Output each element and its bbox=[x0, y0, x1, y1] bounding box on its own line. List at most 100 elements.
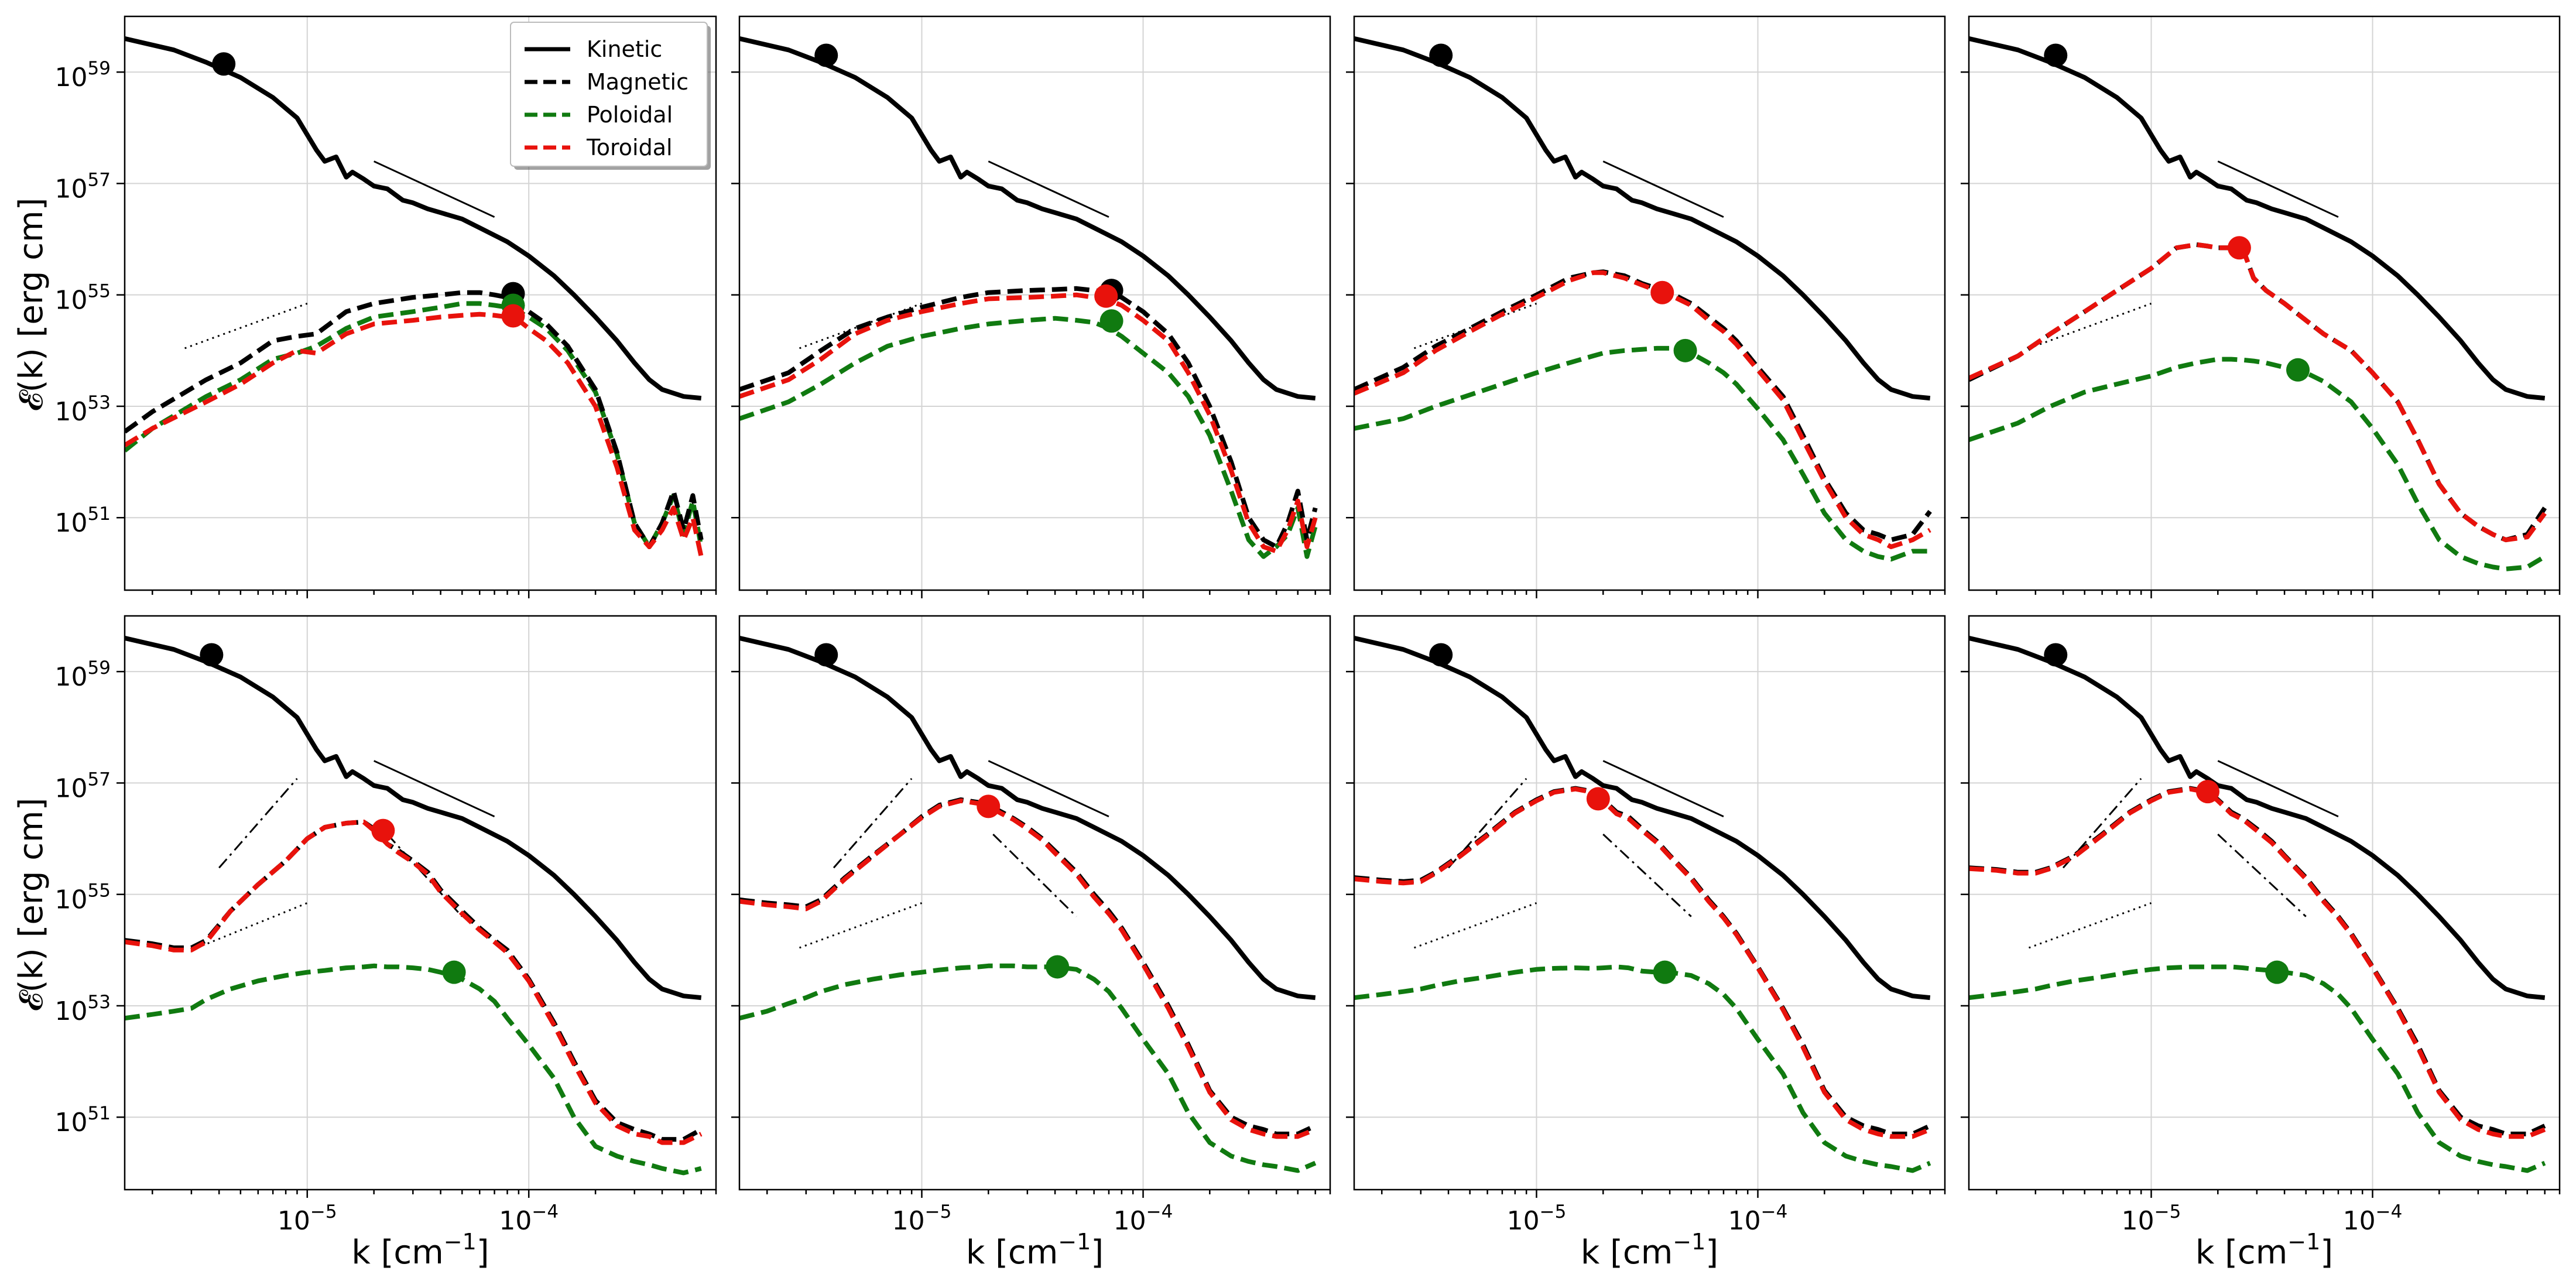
panel-5: 1051 1053 1055 1057 1059 10−5 10−4 bbox=[55, 615, 717, 1236]
panel-7-plot-area bbox=[1354, 636, 1931, 1173]
panel-2-plot-area bbox=[739, 36, 1318, 559]
poloidal-peak-marker bbox=[2286, 358, 2310, 382]
poloidal-peak-marker bbox=[1653, 960, 1677, 984]
panel-2-frame bbox=[738, 15, 1331, 591]
y-tick-label: 1057 bbox=[55, 169, 111, 204]
toroidal-peak-marker bbox=[2195, 780, 2219, 804]
panel-1: 1051 1053 1055 1057 1059 bbox=[55, 15, 717, 598]
x-axis-label-4: k [cm−1] bbox=[2195, 1229, 2333, 1272]
kinetic-series bbox=[739, 636, 1316, 1001]
kinetic-series bbox=[1969, 636, 2546, 1001]
guide-line-dotted bbox=[2028, 902, 2152, 949]
toroidal-series bbox=[1354, 786, 1931, 1139]
magnetic-series bbox=[739, 286, 1318, 549]
legend-kinetic-label: Kinetic bbox=[587, 36, 662, 62]
panel-7: 10−5 10−4 bbox=[1346, 615, 1946, 1236]
guide-line-solid bbox=[374, 760, 495, 818]
guide-line-dashdot bbox=[2062, 777, 2142, 869]
poloidal-peak-marker bbox=[1673, 338, 1697, 362]
panel-7-frame bbox=[1353, 615, 1946, 1191]
guide-line-solid bbox=[1602, 760, 1724, 818]
kinetic-peak-marker bbox=[1429, 43, 1453, 67]
toroidal-series bbox=[1969, 786, 2546, 1139]
kinetic-peak-marker bbox=[814, 43, 838, 67]
x-tick-label: 10−5 bbox=[892, 1201, 952, 1236]
guide-line-solid bbox=[1602, 160, 1724, 218]
panel-4-plot-area bbox=[1969, 36, 2547, 571]
x-tick-label: 10−4 bbox=[2343, 1201, 2403, 1236]
guide-line-solid bbox=[2217, 160, 2339, 218]
x-tick-label: 10−5 bbox=[278, 1201, 337, 1236]
x-axis-labels: k [cm−1] k [cm−1] k [cm−1] k [cm−1] bbox=[351, 1229, 2333, 1272]
y-tick-label: 1053 bbox=[55, 392, 111, 427]
panel-1-plot-area bbox=[125, 36, 704, 557]
poloidal-series bbox=[125, 963, 702, 1176]
poloidal-series bbox=[1354, 964, 1931, 1173]
panel-6-frame bbox=[738, 615, 1331, 1191]
x-tick-label: 10−4 bbox=[1728, 1201, 1788, 1236]
legend-magnetic-label: Magnetic bbox=[587, 69, 688, 95]
guide-line-dashdot bbox=[386, 834, 463, 917]
kinetic-series bbox=[125, 636, 702, 1001]
x-tick-label: 10−4 bbox=[499, 1201, 559, 1236]
guide-line-dashdot bbox=[218, 777, 298, 869]
toroidal-series bbox=[1969, 242, 2547, 543]
guide-line-dotted bbox=[2028, 303, 2152, 350]
legend-entry-kinetic: Kinetic bbox=[525, 36, 662, 62]
guide-line-solid bbox=[2217, 760, 2339, 818]
guide-line-dashdot bbox=[2217, 833, 2307, 917]
panel-6: 10−5 10−4 bbox=[731, 615, 1331, 1236]
toroidal-peak-marker bbox=[1094, 284, 1118, 308]
guide-line-solid bbox=[374, 160, 495, 218]
panel-4-frame bbox=[1968, 15, 2561, 591]
kinetic-peak-marker bbox=[212, 52, 236, 76]
poloidal-series bbox=[739, 963, 1317, 1173]
guide-line-dashdot bbox=[833, 777, 913, 869]
legend-entry-toroidal: Toroidal bbox=[525, 135, 673, 160]
legend-entry-magnetic: Magnetic bbox=[525, 69, 688, 95]
toroidal-peak-marker bbox=[1650, 280, 1674, 304]
poloidal-series bbox=[1354, 345, 1930, 562]
y-tick-label: 1055 bbox=[55, 881, 111, 915]
guide-line-dotted bbox=[799, 902, 922, 949]
panel-3-frame bbox=[1353, 15, 1946, 591]
poloidal-peak-marker bbox=[1046, 955, 1070, 979]
y-tick-label: 1059 bbox=[55, 657, 111, 692]
toroidal-series bbox=[739, 798, 1317, 1139]
poloidal-peak-marker bbox=[1099, 309, 1123, 333]
panel-2 bbox=[731, 15, 1331, 598]
panel-grid: 1051 1053 1055 1057 1059 1051 1053 1055 1057 1059… bbox=[55, 15, 2561, 1236]
legend: Kinetic Magnetic Poloidal Toroidal bbox=[510, 22, 711, 170]
toroidal-peak-marker bbox=[2227, 236, 2251, 260]
magnetic-series bbox=[125, 290, 704, 549]
x-axis-label-2: k [cm−1] bbox=[966, 1229, 1104, 1272]
x-tick-label: 10−5 bbox=[1507, 1201, 1567, 1236]
panel-4 bbox=[1961, 15, 2561, 598]
poloidal-peak-marker bbox=[442, 960, 466, 984]
kinetic-peak-marker bbox=[2044, 643, 2068, 667]
toroidal-peak-marker bbox=[977, 794, 1001, 818]
panel-8-frame bbox=[1968, 615, 2561, 1191]
poloidal-peak-marker bbox=[2265, 960, 2289, 984]
guide-line-dotted bbox=[1413, 902, 1537, 949]
kinetic-series bbox=[739, 36, 1316, 401]
guide-line-solid bbox=[988, 160, 1109, 218]
toroidal-peak-marker bbox=[371, 818, 395, 842]
y-tick-label: 1051 bbox=[55, 1103, 111, 1138]
panel-5-plot-area bbox=[125, 636, 703, 1176]
legend-entry-poloidal: Poloidal bbox=[525, 102, 673, 128]
toroidal-series bbox=[739, 292, 1318, 554]
kinetic-series bbox=[125, 36, 702, 401]
y-tick-label: 1059 bbox=[55, 58, 111, 93]
poloidal-series bbox=[1969, 964, 2546, 1173]
x-axis-label-1: k [cm−1] bbox=[351, 1229, 489, 1272]
y-axis-label-bottom: 𝓔(k) [erg cm] bbox=[12, 798, 50, 1012]
kinetic-series bbox=[1969, 36, 2546, 401]
kinetic-series bbox=[1354, 36, 1931, 401]
guide-line-dotted bbox=[184, 303, 308, 350]
panel-1-frame bbox=[124, 15, 717, 591]
kinetic-peak-marker bbox=[2044, 43, 2068, 67]
panel-6-plot-area bbox=[739, 636, 1317, 1173]
legend-toroidal-label: Toroidal bbox=[586, 135, 673, 160]
kinetic-peak-marker bbox=[814, 643, 838, 667]
